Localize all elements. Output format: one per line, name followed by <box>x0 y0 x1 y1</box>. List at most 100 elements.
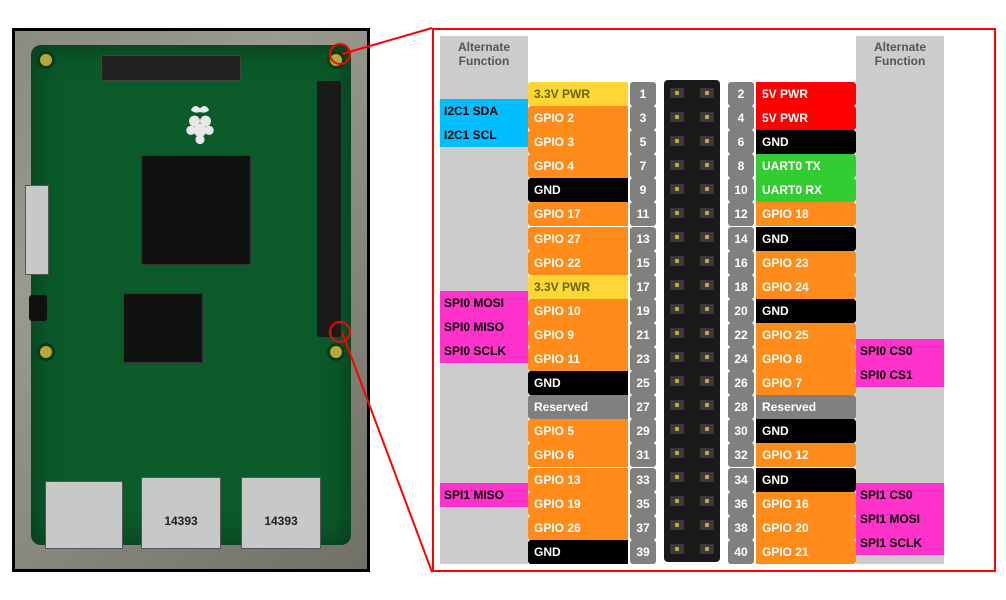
pin-number: 35 <box>630 492 656 516</box>
pin-number: 31 <box>630 443 656 467</box>
connector-pin <box>670 304 684 314</box>
display-connector <box>101 55 241 81</box>
connector-pin <box>700 208 714 218</box>
usb-port: 14393 <box>141 477 221 549</box>
pin-func-label: GND <box>756 468 856 492</box>
alt-func-label <box>440 147 528 171</box>
pcb: 14393 14393 <box>31 45 351 545</box>
connector-pin <box>700 544 714 554</box>
alt-func-label: SPI1 SCLK <box>856 531 944 555</box>
usb-label: 14393 <box>142 514 220 528</box>
connector-row <box>670 326 714 340</box>
pin-number: 14 <box>728 227 754 251</box>
pin-func-label: UART0 RX <box>756 178 856 202</box>
pin-func-label: GPIO 10 <box>528 299 628 323</box>
connector-pin <box>670 400 684 410</box>
connector-pin <box>670 328 684 338</box>
alt-func-label <box>856 75 944 99</box>
connector-pin <box>700 328 714 338</box>
connector-row <box>670 542 714 556</box>
connector-pin <box>700 400 714 410</box>
connector-pin <box>700 448 714 458</box>
pin-number: 26 <box>728 371 754 395</box>
alt-header-left-line1: Alternate <box>458 40 510 54</box>
connector-row <box>670 494 714 508</box>
pin-number: 39 <box>630 540 656 564</box>
usb-label: 14393 <box>242 514 320 528</box>
connector-pin <box>670 424 684 434</box>
pin-func-label: GPIO 22 <box>528 251 628 275</box>
connector-pin <box>700 232 714 242</box>
alt-func-label: SPI1 MISO <box>440 483 528 507</box>
connector-pin <box>700 376 714 386</box>
connector-row <box>670 206 714 220</box>
pin-number: 25 <box>630 371 656 395</box>
pin-number: 28 <box>728 395 754 419</box>
connector-row <box>670 254 714 268</box>
connector-pin <box>670 160 684 170</box>
alt-func-label: SPI1 MOSI <box>856 507 944 531</box>
connector-pin <box>670 280 684 290</box>
pin-number: 21 <box>630 323 656 347</box>
pin-number: 32 <box>728 443 754 467</box>
connector-pin <box>700 160 714 170</box>
alt-func-label <box>440 243 528 267</box>
pin-func-label: Reserved <box>756 395 856 419</box>
pinnum-column-right: 246810121416182022242628303234363840 <box>726 36 756 564</box>
mounting-hole <box>327 343 345 361</box>
pin-func-label: GPIO 12 <box>756 443 856 467</box>
pin-number: 23 <box>630 347 656 371</box>
alt-func-label: I2C1 SDA <box>440 99 528 123</box>
pin-func-label: GND <box>756 227 856 251</box>
pin-number: 6 <box>728 130 754 154</box>
alt-func-label <box>856 171 944 195</box>
ethernet-port <box>45 481 123 549</box>
connector-pin <box>670 472 684 482</box>
alt-function-column-left: Alternate Function I2C1 SDAI2C1 SCLSPI0 … <box>440 36 528 564</box>
connector-row <box>670 350 714 364</box>
pinout-inner: Alternate Function I2C1 SDAI2C1 SCL SPI0 … <box>440 36 988 564</box>
alt-func-label: SPI0 SCLK <box>440 339 528 363</box>
alt-func-label <box>856 147 944 171</box>
alt-header-right: Alternate Function <box>856 36 944 75</box>
pin-number: 29 <box>630 419 656 443</box>
connector-pin <box>670 112 684 122</box>
alt-func-label <box>856 195 944 219</box>
pin-func-label: GND <box>528 178 628 202</box>
alt-func-label <box>440 363 528 387</box>
pin-number: 36 <box>728 492 754 516</box>
connector-row <box>670 158 714 172</box>
board-photo: 14393 14393 <box>12 28 370 572</box>
pin-func-label: GPIO 19 <box>528 492 628 516</box>
pin-number: 15 <box>630 251 656 275</box>
alt-func-label: I2C1 SCL <box>440 123 528 147</box>
connector-pin <box>670 496 684 506</box>
pin-func-label: Reserved <box>528 395 628 419</box>
usb-port: 14393 <box>241 477 321 549</box>
alt-func-label <box>856 243 944 267</box>
pin-number: 2 <box>728 82 754 106</box>
connector-row <box>670 230 714 244</box>
connector-pin <box>670 88 684 98</box>
pin-number: 16 <box>728 251 754 275</box>
pin-number: 22 <box>728 323 754 347</box>
connector-row <box>670 86 714 100</box>
connector-row <box>670 518 714 532</box>
pin-number: 5 <box>630 130 656 154</box>
alt-func-label <box>856 435 944 459</box>
pinout-panel: Alternate Function I2C1 SDAI2C1 SCL SPI0 … <box>432 28 996 572</box>
raspberry-logo-icon <box>181 101 219 145</box>
alt-func-label <box>856 459 944 483</box>
connector-pin <box>670 232 684 242</box>
connector-row <box>670 470 714 484</box>
pin-func-label: GND <box>756 299 856 323</box>
function-column-left: 3.3V PWRGPIO 2GPIO 3GPIO 4GNDGPIO 17GPIO… <box>528 36 628 564</box>
connector-row <box>670 374 714 388</box>
connector-row <box>670 182 714 196</box>
soc-chip <box>141 155 251 265</box>
pin-number: 12 <box>728 202 754 226</box>
pin-func-label: GPIO 6 <box>528 443 628 467</box>
pin-number: 27 <box>630 395 656 419</box>
pin-func-label: GPIO 21 <box>756 540 856 564</box>
pin-number: 17 <box>630 275 656 299</box>
